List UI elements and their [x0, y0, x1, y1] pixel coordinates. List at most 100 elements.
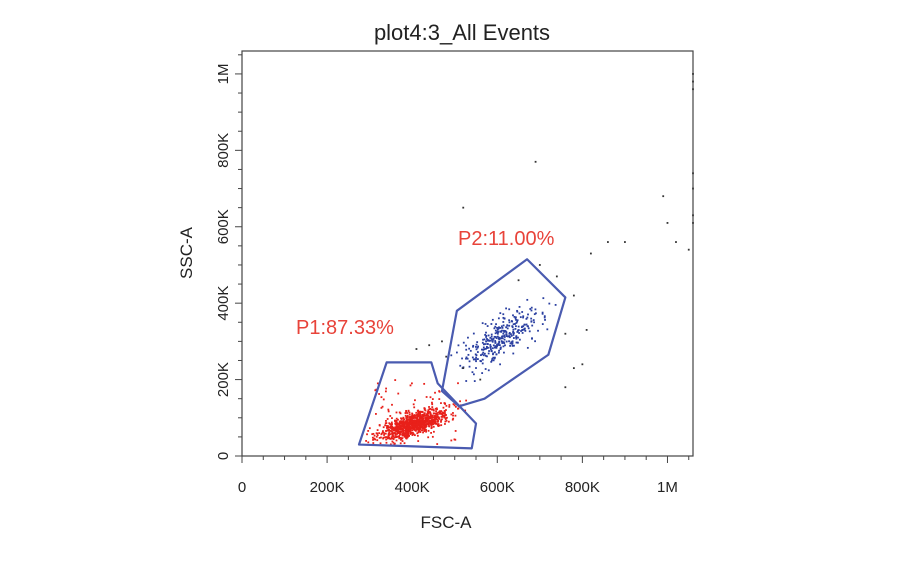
p1-event-point [389, 423, 392, 425]
p2-event-point [530, 317, 533, 320]
p2-event-point [465, 380, 468, 382]
p1-event-point [416, 414, 419, 417]
p1-event-point [440, 424, 443, 427]
p1-event-point [415, 425, 418, 428]
p2-event-point [505, 340, 508, 343]
y-axis-label: SSC-A [177, 226, 196, 279]
p2-event-point [511, 320, 514, 323]
p1-event-point [452, 412, 454, 414]
p1-event-point [393, 432, 396, 434]
p2-event-point [494, 329, 497, 332]
p1-event-point [453, 404, 456, 407]
p2-event-point [522, 328, 525, 331]
p2-event-point [525, 323, 528, 326]
p2-event-point [490, 339, 492, 342]
p1-event-point [395, 417, 398, 420]
p2-event-point [469, 349, 472, 352]
p1-event-point [427, 412, 430, 415]
p1-event-point [391, 417, 393, 420]
p1-event-point [465, 399, 468, 402]
p1-event-point [407, 418, 410, 421]
p2-event-point [502, 345, 505, 348]
p2-event-point [500, 340, 503, 342]
p2-event-point [450, 354, 453, 357]
p1-event-point [420, 419, 422, 422]
p2-event-point [533, 313, 536, 316]
outlier-event-point [692, 172, 694, 175]
p1-event-point [390, 427, 393, 430]
p1-event-point [411, 427, 414, 430]
p1-event-point [409, 419, 412, 422]
p2-event-point [490, 333, 493, 336]
p1-event-point [410, 420, 413, 423]
p1-event-point [430, 424, 433, 426]
p1-event-point [380, 433, 383, 436]
p2-event-point [468, 360, 471, 363]
p2-event-point [494, 356, 496, 359]
p2-event-point [481, 348, 483, 351]
plot-area [241, 50, 694, 457]
p1-event-point [393, 436, 396, 439]
p1-event-point [445, 417, 447, 420]
p2-event-point [532, 319, 535, 321]
p1-event-point [381, 431, 384, 434]
p2-event-point [483, 338, 486, 341]
p1-event-point [421, 427, 424, 430]
p2-event-point [492, 359, 495, 362]
p2-event-point [491, 359, 493, 362]
p2-event-point [530, 306, 533, 309]
p2-event-point [486, 339, 489, 342]
p1-event-point [394, 423, 397, 426]
y-tick-label: 0 [215, 452, 232, 460]
p2-event-point [518, 338, 521, 341]
p1-event-point [395, 425, 398, 428]
p2-event-point [504, 344, 506, 347]
p2-event-point [503, 351, 505, 354]
p2-event-point [459, 364, 462, 367]
p2-event-point [503, 342, 506, 345]
p1-event-point [406, 423, 409, 426]
p1-event-point [441, 412, 444, 415]
p1-event-point [398, 437, 401, 440]
p2-event-point [537, 329, 539, 332]
p2-event-point [465, 356, 468, 359]
p2-event-point [484, 354, 487, 357]
p1-event-point [413, 427, 416, 429]
outlier-event-point [415, 348, 418, 350]
p1-event-point [405, 417, 408, 420]
p2-event-point [534, 308, 537, 311]
p2-event-point [475, 348, 478, 351]
p2-event-point [527, 325, 529, 328]
p1-event-point [398, 431, 401, 434]
p2-event-point [527, 327, 530, 330]
p1-event-point [409, 433, 412, 435]
gate-p1-polygon[interactable] [357, 361, 478, 450]
p2-event-point [475, 356, 477, 359]
gate-p2-polygon[interactable] [440, 258, 567, 408]
p1-event-point [423, 420, 426, 423]
p1-event-point [404, 412, 407, 414]
p1-event-point [412, 425, 414, 428]
p1-event-point [384, 390, 387, 393]
p1-event-point [395, 419, 398, 422]
p1-event-point [393, 442, 396, 445]
p1-event-point [389, 426, 391, 429]
p1-event-point [414, 420, 417, 423]
outlier-event-point [564, 386, 567, 389]
p1-event-point [403, 435, 406, 438]
p2-event-point [504, 330, 507, 333]
p2-event-point [522, 316, 524, 319]
p1-event-point [432, 409, 435, 412]
p2-event-point [514, 316, 517, 319]
p1-event-point [416, 434, 419, 437]
p1-event-point [438, 410, 441, 413]
p1-event-point [376, 382, 379, 385]
p2-event-point [494, 340, 497, 342]
p1-event-point [376, 434, 379, 437]
p1-event-point [421, 424, 423, 427]
p2-event-point [516, 310, 519, 313]
p2-event-point [516, 341, 519, 344]
p2-event-point [491, 357, 494, 360]
p2-event-point [496, 330, 499, 333]
p2-event-point [475, 358, 477, 361]
